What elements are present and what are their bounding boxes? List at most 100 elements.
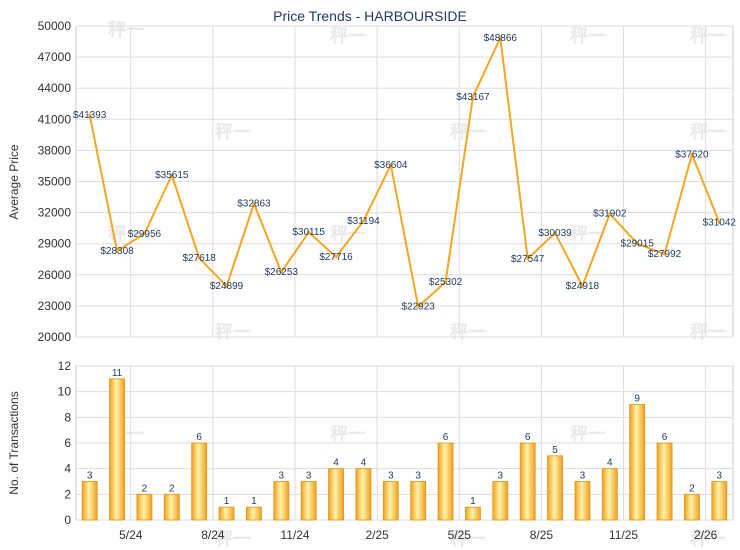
transaction-data-label: 9: [634, 394, 640, 405]
price-point: [690, 152, 694, 156]
price-point: [252, 202, 256, 206]
price-line-segment: [307, 231, 338, 259]
transaction-bar: [601, 468, 618, 521]
price-line-segment: [554, 231, 584, 288]
transaction-bar: [437, 442, 454, 521]
price-data-label: $41393: [73, 110, 107, 121]
price-point: [197, 256, 201, 260]
top-y-tick-label: 35000: [38, 175, 72, 189]
price-point: [663, 252, 667, 256]
price-point: [170, 173, 174, 177]
transaction-data-label: 1: [251, 496, 257, 507]
watermark-text: 秤一: [570, 224, 606, 244]
price-data-label: $27618: [183, 253, 217, 264]
price-line-segment: [471, 36, 502, 98]
price-line-segment: [198, 257, 228, 288]
watermark-text: 秤一: [215, 529, 251, 549]
bottom-y-tick-label: 12: [58, 359, 72, 373]
price-line-segment: [499, 36, 529, 260]
bottom-y-tick-label: 6: [64, 436, 71, 450]
transaction-data-label: 2: [169, 483, 175, 494]
price-line-segment: [636, 242, 666, 256]
transaction-data-label: 1: [470, 496, 476, 507]
transaction-data-label: 6: [662, 432, 668, 443]
transaction-bar: [218, 506, 235, 521]
x-tick-label: 8/24: [201, 528, 225, 542]
top-y-tick-label: 44000: [38, 81, 72, 95]
transaction-data-label: 4: [607, 458, 613, 469]
transaction-data-label: 1: [224, 496, 230, 507]
watermark-text: 秤一: [690, 529, 726, 549]
transaction-bar: [547, 455, 563, 521]
price-line-segment: [170, 174, 201, 260]
top-y-tick-label: 32000: [38, 206, 72, 220]
price-point: [142, 232, 146, 236]
bottom-y-tick-label: 0: [64, 513, 71, 527]
price-line-segment: [362, 163, 392, 222]
transaction-bar: [492, 481, 509, 521]
price-point: [279, 270, 283, 274]
price-line-segment: [444, 95, 474, 284]
transaction-bar: [246, 506, 262, 521]
bottom-y-tick-label: 10: [58, 385, 72, 399]
transaction-data-label: 3: [87, 471, 93, 482]
watermark-text: 秤一: [450, 322, 486, 342]
transaction-bar: [410, 481, 427, 521]
top-y-tick-label: 29000: [38, 237, 72, 251]
price-point: [635, 242, 639, 246]
watermark-text: 秤一: [570, 26, 606, 46]
transaction-data-label: 4: [333, 458, 339, 469]
transaction-data-label: 2: [689, 483, 695, 494]
bottom-y-tick-label: 2: [64, 487, 71, 501]
watermark-text: 秤一: [570, 424, 606, 444]
price-data-label: $22923: [402, 302, 436, 313]
price-data-label: $29956: [128, 229, 162, 240]
price-point: [88, 113, 92, 117]
transaction-data-label: 3: [580, 471, 586, 482]
watermark-text: 秤一: [690, 26, 726, 46]
price-data-label: $31042: [703, 218, 737, 229]
price-line-segment: [581, 212, 611, 288]
price-point: [526, 257, 530, 261]
price-data-label: $27716: [319, 252, 353, 263]
transaction-bar: [300, 481, 317, 521]
price-point: [717, 221, 721, 225]
watermark-text: 秤一: [450, 529, 486, 549]
top-y-axis-label: Average Price: [7, 144, 21, 219]
transaction-bar: [355, 468, 372, 521]
x-tick-label: 11/24: [280, 528, 309, 542]
x-tick-label: 5/24: [119, 528, 143, 542]
price-data-label: $30039: [538, 228, 572, 239]
price-data-label: $26253: [265, 267, 299, 278]
transaction-bar: [382, 481, 399, 521]
price-point: [334, 255, 338, 259]
price-point: [307, 230, 311, 234]
transaction-bar: [81, 481, 98, 521]
price-point: [115, 249, 119, 253]
transaction-bar: [656, 442, 673, 521]
price-data-label: $27992: [648, 249, 682, 260]
transaction-data-label: 3: [279, 471, 285, 482]
transaction-data-label: 2: [142, 483, 148, 494]
price-line-segment: [280, 231, 310, 274]
x-tick-label: 2/26: [694, 528, 718, 542]
price-data-label: $48866: [484, 33, 518, 44]
watermark-text: 秤一: [108, 20, 144, 40]
transaction-data-label: 3: [306, 471, 312, 482]
price-point: [389, 163, 393, 167]
bottom-y-tick-label: 8: [64, 410, 71, 424]
price-point: [471, 95, 475, 99]
transaction-bar: [711, 481, 728, 521]
bottom-y-tick-label: 4: [64, 462, 71, 476]
price-line-panel: 20000 23000 26000 29000 32000 35000 38000 41000…: [38, 19, 737, 344]
price-data-label: $24918: [566, 281, 600, 292]
x-tick-label: 11/25: [609, 528, 638, 542]
bottom-y-axis-label: No. of Transactions: [7, 391, 21, 494]
transaction-data-label: 4: [361, 458, 367, 469]
price-line-segment: [225, 202, 255, 288]
price-line-segment: [252, 202, 283, 274]
price-point: [553, 231, 557, 235]
transaction-bar: [163, 493, 180, 521]
